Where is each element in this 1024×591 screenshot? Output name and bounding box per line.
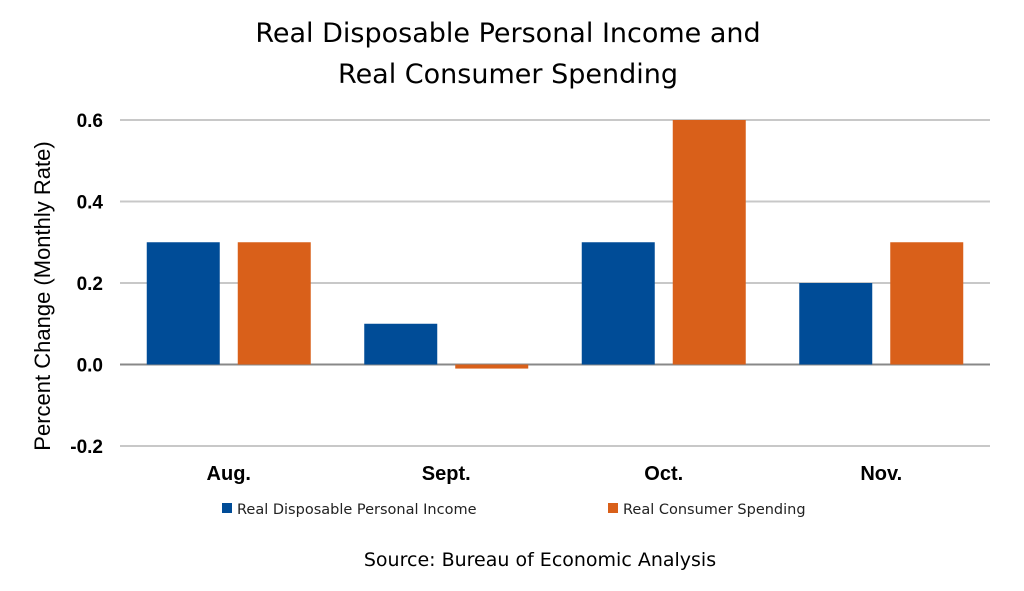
y-tick-label: 0.0 (77, 356, 103, 377)
bar-spending-2 (672, 120, 746, 365)
bar-income-2 (581, 242, 655, 365)
legend: Real Disposable Personal Income Real Con… (222, 502, 806, 518)
legend-swatch-spending (608, 503, 618, 513)
bar-spending-0 (237, 242, 311, 365)
bar-spending-1 (455, 364, 529, 369)
y-tick-label: -0.2 (70, 437, 103, 458)
bar-income-3 (799, 283, 873, 365)
x-tick-label: Sept. (422, 463, 471, 485)
x-tick-label: Aug. (207, 463, 251, 485)
legend-label-spending: Real Consumer Spending (623, 502, 806, 518)
y-tick-label: 0.6 (77, 111, 103, 132)
chart-title-line-2: Real Consumer Spending (338, 59, 678, 90)
y-tick-label: 0.2 (77, 274, 103, 295)
bar-income-1 (364, 323, 438, 365)
x-tick-label: Oct. (644, 463, 683, 485)
source-note: Source: Bureau of Economic Analysis (364, 549, 716, 571)
bar-spending-3 (890, 242, 964, 365)
legend-swatch-income (222, 503, 232, 513)
y-axis-label: Percent Change (Monthly Rate) (30, 141, 55, 450)
chart-title-line-1: Real Disposable Personal Income and (255, 18, 760, 49)
y-tick-label: 0.4 (77, 193, 104, 214)
bar-income-0 (146, 242, 220, 365)
x-tick-label: Nov. (860, 463, 902, 485)
legend-label-income: Real Disposable Personal Income (237, 502, 477, 518)
